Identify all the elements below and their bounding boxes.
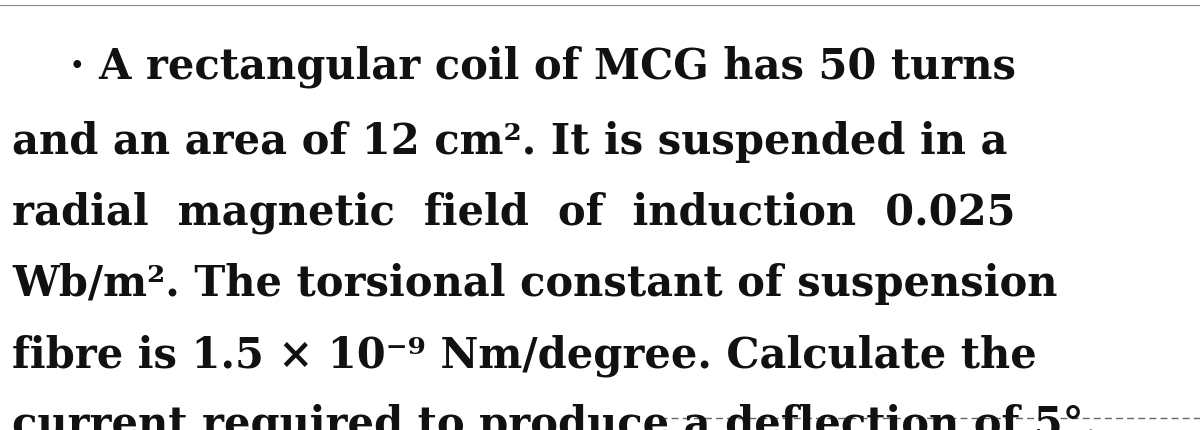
Text: radial  magnetic  field  of  induction  0.025: radial magnetic field of induction 0.025: [12, 191, 1015, 234]
Text: Wb/m². The torsional constant of suspension: Wb/m². The torsional constant of suspens…: [12, 262, 1057, 304]
Text: current required to produce a deflection of 5°.: current required to produce a deflection…: [12, 403, 1098, 430]
Text: and an area of 12 cm². It is suspended in a: and an area of 12 cm². It is suspended i…: [12, 120, 1008, 162]
Text: · A rectangular coil of MCG has 50 turns: · A rectangular coil of MCG has 50 turns: [12, 45, 1016, 88]
Text: fibre is 1.5 × 10⁻⁹ Nm/degree. Calculate the: fibre is 1.5 × 10⁻⁹ Nm/degree. Calculate…: [12, 333, 1037, 376]
